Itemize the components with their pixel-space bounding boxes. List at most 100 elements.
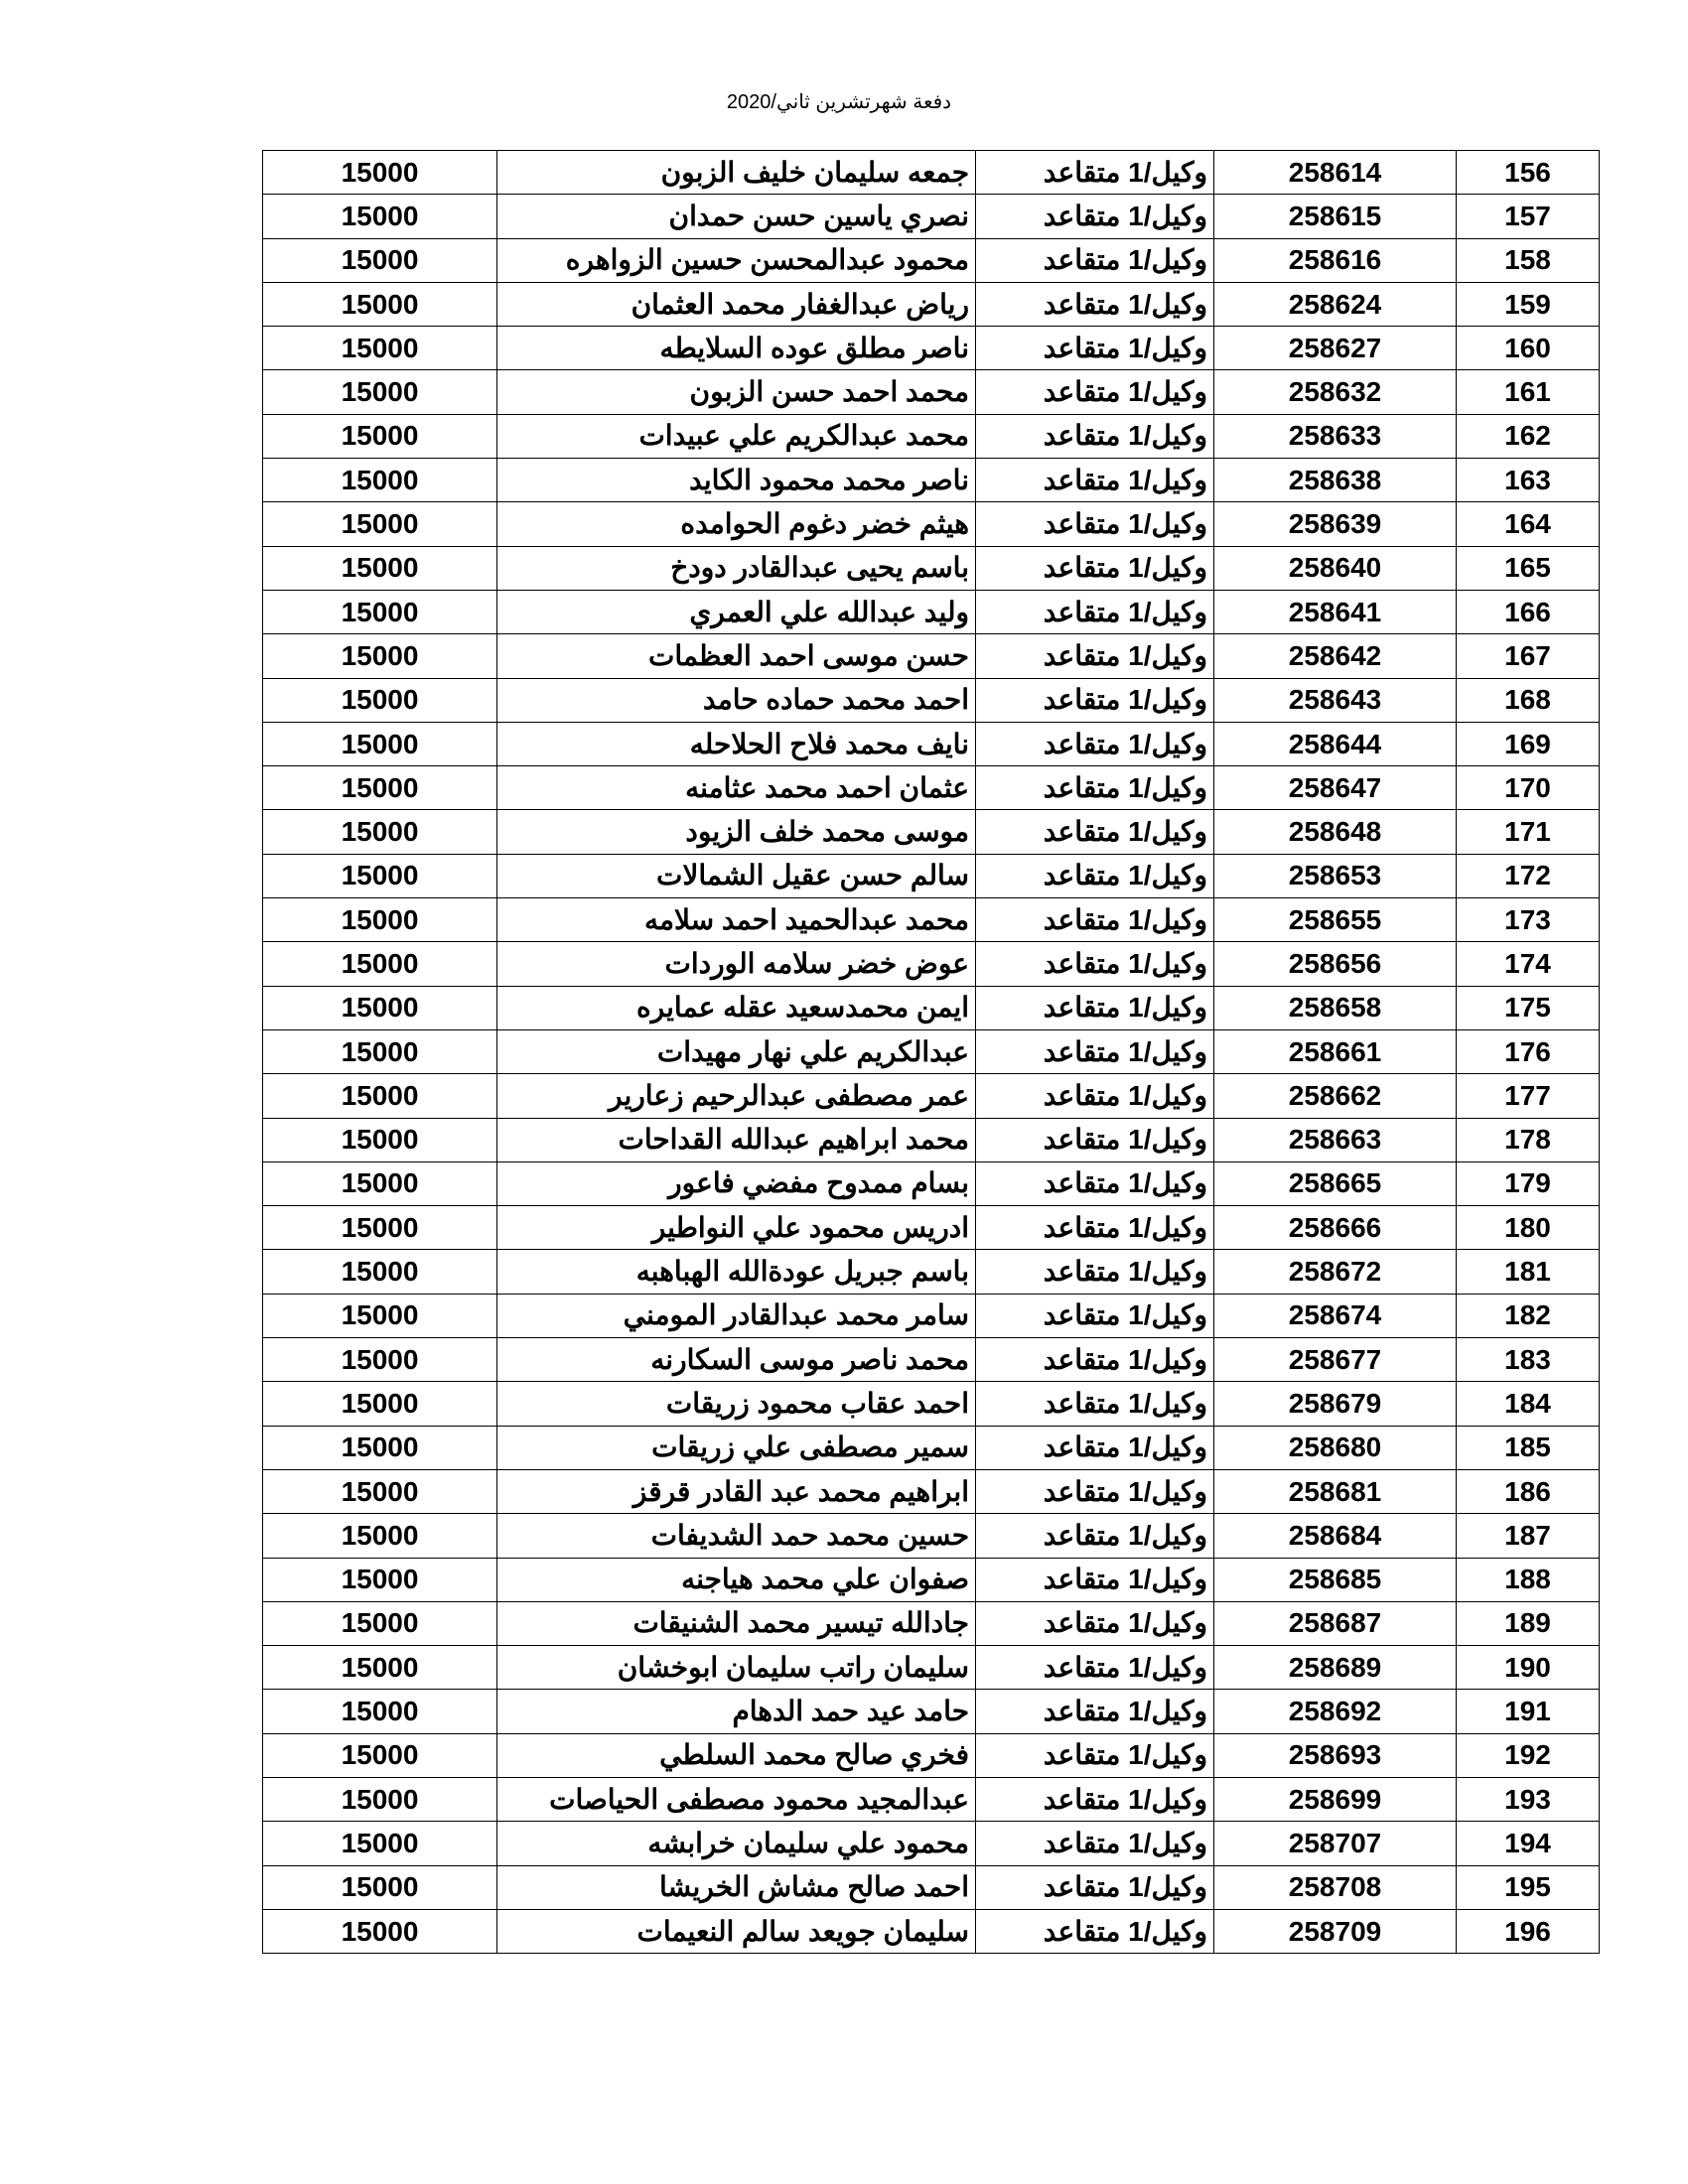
amount: 15000 (262, 1425, 497, 1470)
rank: وكيل/1 متقاعد (975, 1073, 1214, 1119)
row-number: 158 (1456, 237, 1600, 283)
row-number: 173 (1456, 897, 1600, 943)
amount: 15000 (262, 1776, 497, 1823)
rank: وكيل/1 متقاعد (975, 1381, 1214, 1427)
person-name: عبدالكريم علي نهار مهيدات (496, 1028, 976, 1075)
table-row: 172 258653 وكيل/1 متقاعد سالم حسن عقيل الشم… (262, 853, 1600, 899)
amount: 15000 (262, 194, 497, 239)
payment-table: 156 258614 وكيل/1 متقاعد جمعه سليمان خليف ا… (262, 149, 1600, 1955)
record-id: 258693 (1213, 1732, 1457, 1778)
table-row: 164 258639 وكيل/1 متقاعد هيثم خضر دغوم الحو… (262, 501, 1600, 547)
person-name: جمعه سليمان خليف الزبون (496, 149, 976, 196)
amount: 15000 (262, 1645, 497, 1691)
row-number: 177 (1456, 1073, 1600, 1119)
person-name: وليد عبدالله علي العمري (496, 589, 976, 635)
amount: 15000 (262, 853, 497, 899)
amount: 15000 (262, 897, 497, 943)
person-name: احمد محمد حماده حامد (496, 677, 976, 723)
row-number: 167 (1456, 633, 1600, 679)
person-name: سمير مصطفى علي زريقات (496, 1425, 976, 1470)
person-name: رياض عبدالغفار محمد العثمان (496, 281, 976, 328)
rank: وكيل/1 متقاعد (975, 1557, 1214, 1602)
rank: وكيل/1 متقاعد (975, 853, 1214, 899)
table-row: 194 258707 وكيل/1 متقاعد محمود علي سليمان خ… (262, 1821, 1600, 1866)
table-row: 178 258663 وكيل/1 متقاعد محمد ابراهيم عبدال… (262, 1117, 1600, 1162)
row-number: 163 (1456, 458, 1600, 503)
table-row: 192 258693 وكيل/1 متقاعد فخري صالح محمد الس… (262, 1732, 1600, 1778)
person-name: هيثم خضر دغوم الحوامده (496, 501, 976, 547)
rank: وكيل/1 متقاعد (975, 545, 1214, 591)
amount: 15000 (262, 369, 497, 415)
table-row: 188 258685 وكيل/1 متقاعد صفوان علي محمد هيا… (262, 1557, 1600, 1602)
row-number: 157 (1456, 194, 1600, 239)
row-number: 176 (1456, 1028, 1600, 1075)
row-number: 172 (1456, 853, 1600, 899)
table-row: 179 258665 وكيل/1 متقاعد بسام ممدوح مفضي فا… (262, 1160, 1600, 1207)
person-name: باسم يحيى عبدالقادر دودخ (496, 545, 976, 591)
amount: 15000 (262, 1073, 497, 1119)
record-id: 258661 (1213, 1028, 1457, 1075)
record-id: 258655 (1213, 897, 1457, 943)
amount: 15000 (262, 765, 497, 811)
table-row: 156 258614 وكيل/1 متقاعد جمعه سليمان خليف ا… (262, 149, 1600, 196)
row-number: 161 (1456, 369, 1600, 415)
rank: وكيل/1 متقاعد (975, 1425, 1214, 1470)
person-name: عمر مصطفى عبدالرحيم زعارير (496, 1073, 976, 1119)
record-id: 258663 (1213, 1117, 1457, 1162)
table-row: 157 258615 وكيل/1 متقاعد نصري ياسين حسن حمد… (262, 194, 1600, 239)
row-number: 170 (1456, 765, 1600, 811)
amount: 15000 (262, 1864, 497, 1910)
row-number: 183 (1456, 1337, 1600, 1383)
table-row: 193 258699 وكيل/1 متقاعد عبدالمجيد محمود مص… (262, 1776, 1600, 1823)
amount: 15000 (262, 1205, 497, 1251)
amount: 15000 (262, 458, 497, 503)
amount: 15000 (262, 589, 497, 635)
row-number: 180 (1456, 1205, 1600, 1251)
rank: وكيل/1 متقاعد (975, 941, 1214, 987)
person-name: سامر محمد عبدالقادر المومني (496, 1293, 976, 1339)
record-id: 258656 (1213, 941, 1457, 987)
rank: وكيل/1 متقاعد (975, 985, 1214, 1030)
person-name: احمد صالح مشاش الخريشا (496, 1864, 976, 1910)
amount: 15000 (262, 1513, 497, 1559)
table-row: 159 258624 وكيل/1 متقاعد رياض عبدالغفار محم… (262, 281, 1600, 328)
person-name: حسين محمد حمد الشديفات (496, 1513, 976, 1559)
amount: 15000 (262, 1381, 497, 1427)
record-id: 258641 (1213, 589, 1457, 635)
rank: وكيل/1 متقاعد (975, 1732, 1214, 1778)
record-id: 258708 (1213, 1864, 1457, 1910)
row-number: 166 (1456, 589, 1600, 635)
table-row: 162 258633 وكيل/1 متقاعد محمد عبدالكريم علي… (262, 413, 1600, 460)
person-name: محمد عبدالحميد احمد سلامه (496, 897, 976, 943)
amount: 15000 (262, 237, 497, 283)
rank: وكيل/1 متقاعد (975, 1513, 1214, 1559)
rank: وكيل/1 متقاعد (975, 765, 1214, 811)
amount: 15000 (262, 633, 497, 679)
amount: 15000 (262, 809, 497, 855)
person-name: حامد عيد حمد الدهام (496, 1689, 976, 1734)
row-number: 184 (1456, 1381, 1600, 1427)
record-id: 258616 (1213, 237, 1457, 283)
amount: 15000 (262, 326, 497, 371)
amount: 15000 (262, 1732, 497, 1778)
record-id: 258677 (1213, 1337, 1457, 1383)
rank: وكيل/1 متقاعد (975, 1645, 1214, 1691)
table-row: 177 258662 وكيل/1 متقاعد عمر مصطفى عبدالرحي… (262, 1073, 1600, 1119)
table-row: 171 258648 وكيل/1 متقاعد موسى محمد خلف الزي… (262, 809, 1600, 855)
record-id: 258615 (1213, 194, 1457, 239)
record-id: 258679 (1213, 1381, 1457, 1427)
amount: 15000 (262, 1468, 497, 1515)
rank: وكيل/1 متقاعد (975, 721, 1214, 767)
title-text: دفعة شهرتشرين ثاني/2020 (726, 91, 952, 113)
record-id: 258647 (1213, 765, 1457, 811)
table-row: 163 258638 وكيل/1 متقاعد ناصر محمد محمود ال… (262, 458, 1600, 503)
row-number: 179 (1456, 1160, 1600, 1207)
rank: وكيل/1 متقاعد (975, 413, 1214, 460)
person-name: صفوان علي محمد هياجنه (496, 1557, 976, 1602)
table-row: 166 258641 وكيل/1 متقاعد وليد عبدالله علي ا… (262, 589, 1600, 635)
rank: وكيل/1 متقاعد (975, 149, 1214, 196)
row-number: 174 (1456, 941, 1600, 987)
table-row: 182 258674 وكيل/1 متقاعد سامر محمد عبدالقاد… (262, 1293, 1600, 1339)
record-id: 258642 (1213, 633, 1457, 679)
